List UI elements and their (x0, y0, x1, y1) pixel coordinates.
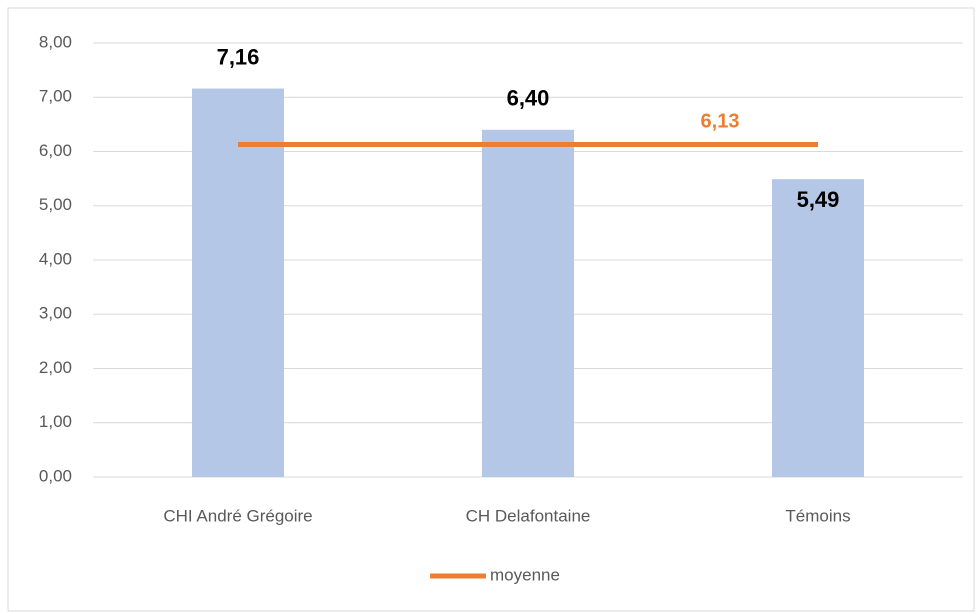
x-tick-label: CH Delafontaine (466, 506, 591, 525)
data-label: 5,49 (797, 187, 840, 212)
line-data-label: 6,13 (701, 111, 740, 133)
y-tick-label: 7,00 (39, 87, 72, 106)
bar (192, 88, 284, 477)
data-label: 6,40 (507, 86, 550, 111)
y-tick-label: 8,00 (39, 32, 72, 51)
x-tick-label: CHI André Grégoire (163, 506, 312, 525)
y-tick-label: 1,00 (39, 412, 72, 431)
y-tick-label: 6,00 (39, 141, 72, 160)
y-tick-label: 3,00 (39, 304, 72, 323)
y-tick-label: 5,00 (39, 195, 72, 214)
x-tick-label: Témoins (785, 506, 850, 525)
y-tick-label: 2,00 (39, 358, 72, 377)
bar (482, 129, 574, 478)
legend-label: moyenne (490, 565, 560, 584)
y-tick-label: 0,00 (39, 466, 72, 485)
y-tick-label: 4,00 (39, 249, 72, 268)
data-label: 7,16 (217, 44, 260, 69)
bar (772, 179, 864, 478)
